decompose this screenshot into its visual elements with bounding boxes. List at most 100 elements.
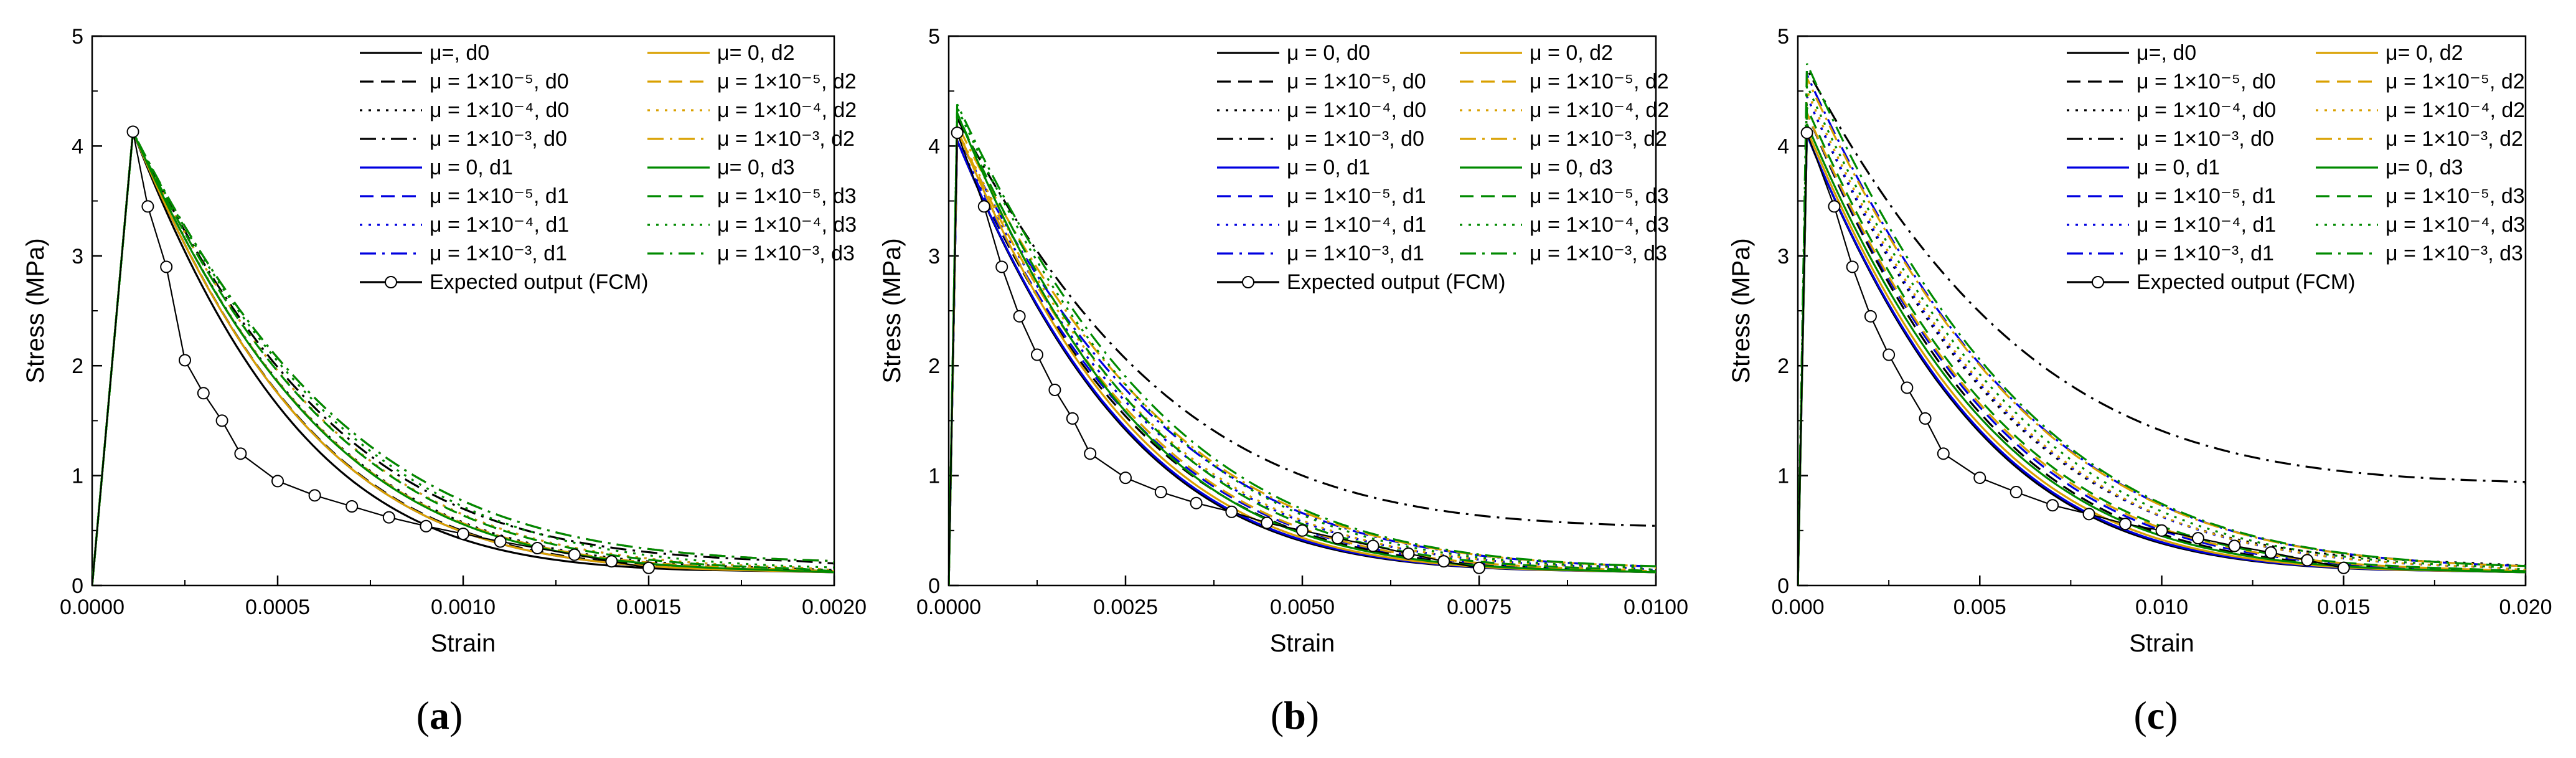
legend-label: μ = 0, d2	[1530, 41, 1613, 65]
series-line	[1798, 85, 2526, 585]
plot-area	[92, 125, 834, 585]
expected-output-marker	[179, 354, 191, 367]
legend-label: μ = 1×10⁻⁵, d0	[2136, 70, 2276, 93]
legend: μ = 0, d0 μ = 1×10⁻⁵, d0 μ = 1×10⁻⁴, d0 μ =…	[1217, 41, 1669, 294]
x-tick-label: 0.010	[2135, 595, 2188, 619]
x-tick-label: 0.0010	[431, 595, 496, 619]
expected-output-marker	[1119, 471, 1132, 485]
expected-output-marker	[951, 126, 964, 140]
y-tick-label: 3	[72, 245, 83, 268]
expected-output-marker	[1225, 505, 1238, 518]
expected-output-marker	[2228, 539, 2241, 552]
expected-output-marker	[1800, 126, 1813, 140]
series-line	[949, 115, 1656, 585]
subfigure-letter: b	[1284, 693, 1306, 737]
series-line	[92, 128, 834, 585]
x-tick-label: 0.0005	[245, 595, 310, 619]
series-line	[1798, 74, 2526, 585]
x-axis-title: Strain	[2129, 630, 2194, 657]
y-tick-label: 3	[1777, 245, 1789, 268]
legend-label: μ= 0, d2	[717, 41, 795, 65]
x-tick-label: 0.005	[1953, 595, 2006, 619]
series-line	[92, 131, 834, 585]
y-tick-label: 4	[72, 135, 83, 158]
expected-output-marker	[2119, 518, 2132, 531]
legend-label: μ = 1×10⁻⁵, d0	[430, 70, 569, 93]
series-line	[949, 123, 1656, 585]
subfigure-label: (b)	[1271, 693, 1319, 737]
y-tick-label: 2	[1777, 354, 1789, 378]
expected-output-marker	[1883, 348, 1896, 361]
legend-label: μ = 1×10⁻³, d2	[1530, 127, 1667, 151]
expected-output-marker	[1937, 447, 1950, 460]
y-axis-title: Stress (MPa)	[878, 238, 906, 383]
legend-label: μ = 1×10⁻⁵, d2	[717, 70, 857, 93]
legend-label: μ = 0, d1	[2136, 156, 2220, 179]
expected-output-marker	[271, 475, 284, 488]
legend-marker	[2092, 276, 2104, 288]
expected-output-marker	[2155, 524, 2168, 537]
expected-output-marker	[2191, 532, 2204, 545]
expected-output-marker	[1048, 384, 1061, 397]
legend-label: μ = 1×10⁻³, d3	[717, 242, 855, 265]
expected-output-marker	[1437, 555, 1450, 568]
expected-output-marker	[995, 260, 1008, 273]
expected-output-marker	[1331, 532, 1344, 545]
legend-label: μ = 1×10⁻⁴, d0	[1287, 98, 1426, 122]
expected-output-marker	[1402, 547, 1415, 560]
legend-label: μ = 1×10⁻⁵, d3	[2386, 184, 2525, 208]
legend-label: μ = 1×10⁻³, d0	[430, 127, 567, 151]
series-line	[949, 112, 1656, 585]
x-tick-label: 0.0100	[1624, 595, 1688, 619]
legend-label: μ = 1×10⁻³, d3	[1530, 242, 1667, 265]
expected-output-marker	[2337, 561, 2350, 574]
y-tick-label: 5	[1777, 25, 1789, 49]
expected-output-marker	[346, 500, 359, 513]
y-tick-label: 2	[928, 354, 940, 378]
legend-label: μ = 1×10⁻⁴, d3	[1530, 213, 1669, 237]
expected-output-marker	[1366, 539, 1380, 552]
legend-label: μ = 1×10⁻⁵, d0	[1287, 70, 1426, 93]
subfigure-letter: a	[430, 693, 449, 737]
legend: μ=, d0 μ = 1×10⁻⁵, d0 μ = 1×10⁻⁴, d0 μ = 1×…	[360, 41, 857, 294]
expected-output-marker	[1084, 447, 1097, 460]
legend-label: μ = 1×10⁻⁵, d3	[1530, 184, 1669, 208]
subfigure-letter: c	[2147, 693, 2165, 737]
x-axis-title: Strain	[431, 630, 496, 657]
series-line	[949, 107, 1656, 585]
series-line	[1798, 107, 2526, 585]
legend-label: μ = 1×10⁻⁴, d3	[717, 213, 857, 237]
x-tick-label: 0.0020	[802, 595, 867, 619]
legend-label: μ = 0, d0	[1287, 41, 1370, 65]
y-tick-label: 1	[928, 465, 940, 488]
x-tick-label: 0.0075	[1447, 595, 1511, 619]
legend-label: μ= 0, d2	[2386, 41, 2463, 65]
expected-output-marker	[457, 528, 469, 541]
expected-output-marker	[1190, 496, 1203, 509]
series-line	[1798, 112, 2526, 585]
expected-output-marker	[2264, 546, 2277, 559]
expected-output-marker	[1828, 200, 1841, 213]
legend-label: μ = 1×10⁻⁵, d1	[430, 184, 569, 208]
legend-label: μ = 1×10⁻⁴, d2	[2386, 98, 2525, 122]
series-line	[949, 103, 1656, 585]
expected-output-marker	[126, 125, 139, 138]
expected-output-marker	[1296, 524, 1309, 537]
expected-output-marker	[494, 535, 507, 548]
expected-output-marker	[568, 548, 581, 561]
expected-output-marker	[215, 414, 228, 427]
x-tick-label: 0.015	[2317, 595, 2370, 619]
legend-label: μ = 0, d3	[1530, 156, 1613, 179]
series-line	[1798, 112, 2526, 585]
series-line	[92, 128, 834, 585]
legend-label: μ=, d0	[430, 41, 489, 65]
y-tick-label: 1	[1777, 465, 1789, 488]
y-tick-label: 4	[928, 135, 940, 158]
legend-label: μ = 1×10⁻³, d1	[2136, 242, 2274, 265]
legend-marker	[1242, 276, 1254, 288]
chart-panel-b: 0 1 2 3 4 5 0.0000 0.0025 0.0050 0.0075 0.0100 Stra…	[878, 25, 1688, 737]
x-tick-label: 0.0050	[1270, 595, 1335, 619]
y-tick-label: 5	[928, 25, 940, 49]
x-tick-label: 0.0025	[1093, 595, 1158, 619]
expected-output-marker	[2082, 508, 2095, 521]
